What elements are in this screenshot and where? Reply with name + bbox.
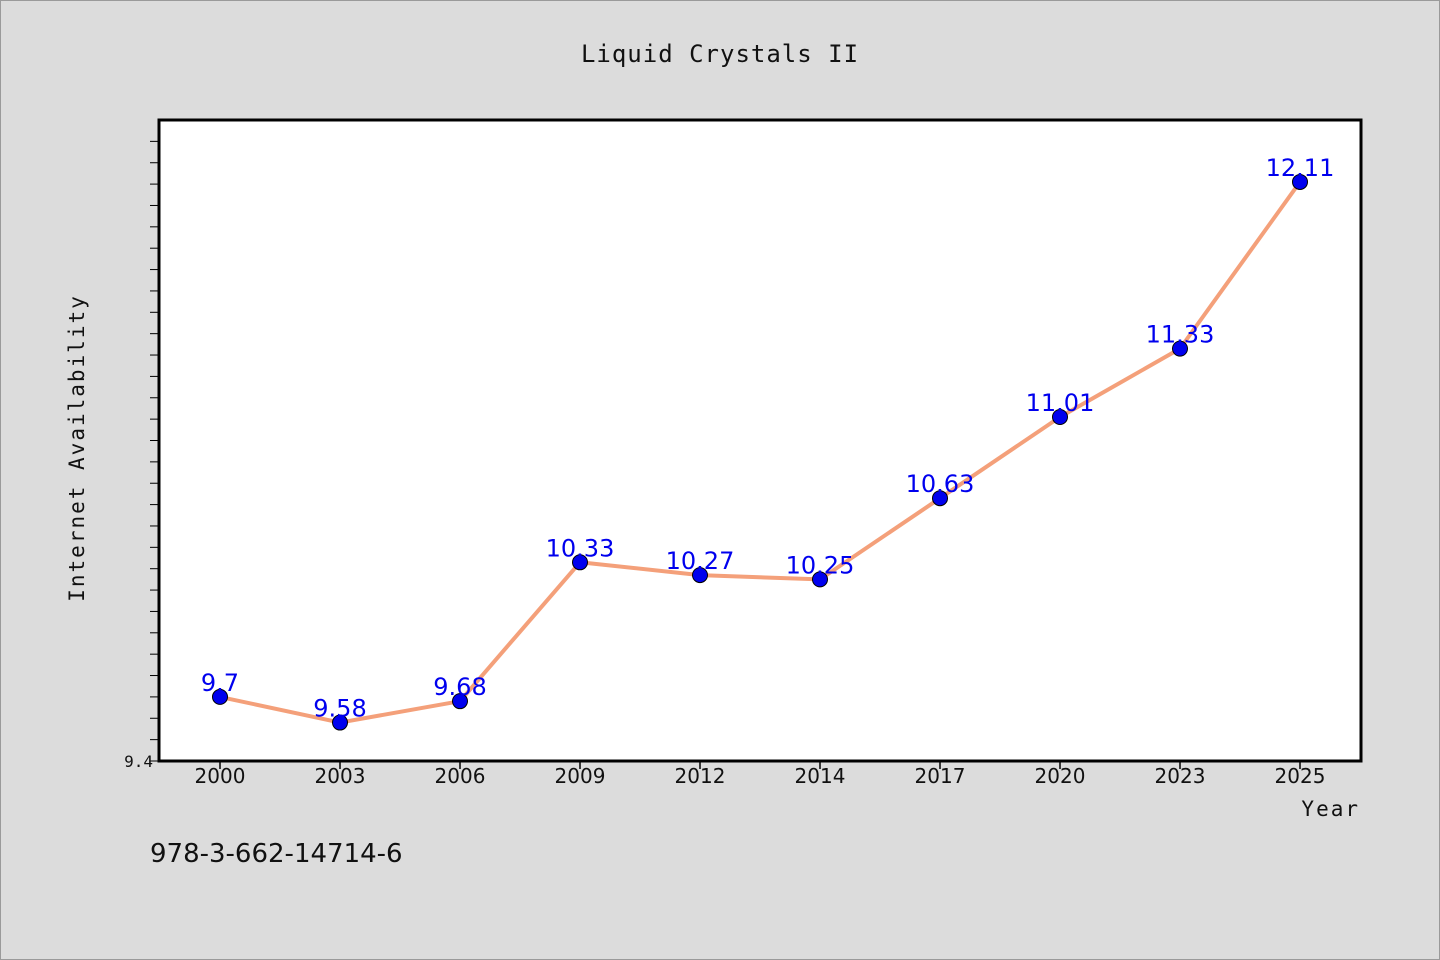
- data-label: 10.27: [666, 547, 735, 575]
- data-label: 10.25: [786, 551, 855, 579]
- x-tick-label: 2003: [315, 764, 366, 788]
- x-tick-label: 2023: [1155, 764, 1206, 788]
- x-tick-label: 2017: [915, 764, 966, 788]
- data-point: [572, 554, 588, 571]
- data-label: 9.68: [433, 673, 486, 701]
- y-tick-label: 9.4: [124, 752, 153, 771]
- data-point: [932, 490, 948, 507]
- data-point: [1172, 340, 1188, 357]
- x-tick-label: 2006: [435, 764, 486, 788]
- x-tick-label: 2012: [675, 764, 726, 788]
- data-label: 12.11: [1266, 154, 1335, 182]
- data-label: 10.33: [546, 534, 615, 562]
- isbn-text: 978-3-662-14714-6: [150, 839, 403, 869]
- y-axis-ticks: 9.4: [124, 140, 159, 771]
- y-axis-label: Internet Availability: [65, 294, 89, 602]
- x-tick-label: 2025: [1275, 764, 1326, 788]
- x-tick-label: 2000: [195, 764, 246, 788]
- x-tick-label: 2020: [1035, 764, 1086, 788]
- x-tick-label: 2014: [795, 764, 846, 788]
- x-axis-ticks: 2000 2003 2006 2009 2012 2014 2017 2020 2023 2025: [195, 761, 1326, 788]
- chart-title: Liquid Crystals II: [581, 40, 859, 68]
- data-label: 9.7: [201, 669, 239, 697]
- series-line: [218, 179, 1302, 725]
- data-point: [212, 688, 228, 705]
- data-point: [1292, 173, 1308, 190]
- data-label: 10.63: [906, 470, 975, 498]
- data-point: [452, 693, 468, 710]
- series-layer: 9.7 9.58 9.68 10.33 10.27 10.25 10.63 11.01 11.3…: [201, 154, 1335, 731]
- data-point: [332, 714, 348, 731]
- x-axis-label: Year: [1301, 797, 1360, 821]
- x-tick-label: 2009: [555, 764, 606, 788]
- data-point: [1052, 408, 1068, 425]
- data-point: [692, 567, 708, 584]
- data-label: 9.58: [313, 695, 366, 723]
- data-point: [812, 571, 828, 588]
- data-label: 11.33: [1146, 321, 1215, 349]
- plot-area: [157, 118, 1363, 763]
- data-label: 11.01: [1026, 389, 1095, 417]
